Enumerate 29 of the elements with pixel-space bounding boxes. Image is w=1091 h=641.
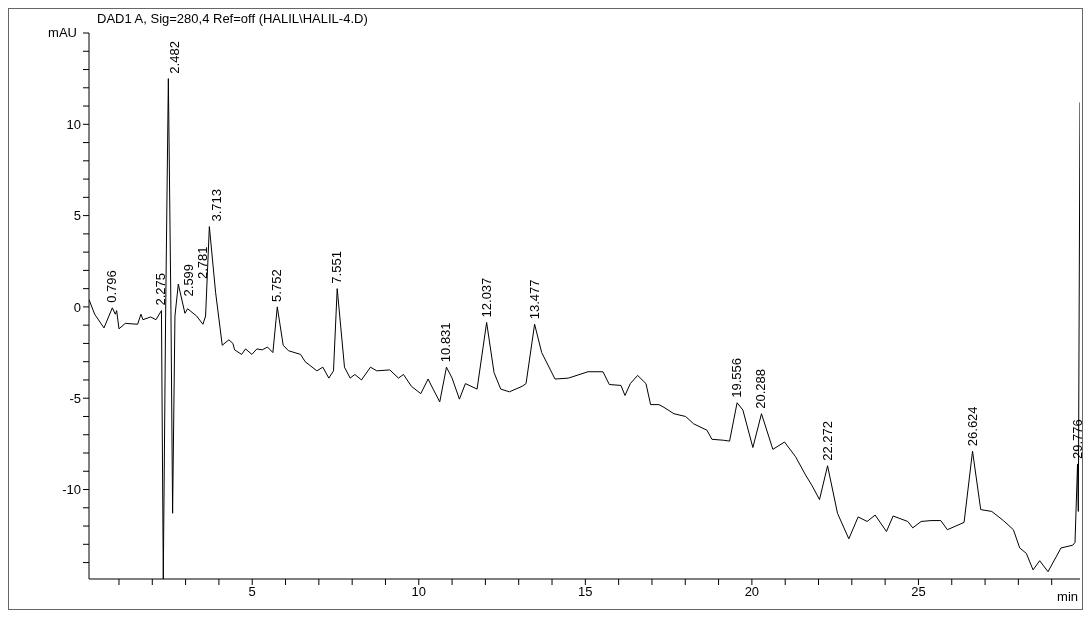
y-axis-title: mAU	[48, 25, 77, 40]
x-tick-label: 25	[911, 584, 926, 600]
annotation: 10.831	[438, 322, 454, 363]
annotation: 29.776	[1069, 419, 1085, 459]
y-tick-label: 5	[73, 208, 81, 224]
y-tick-label: -10	[62, 482, 81, 498]
annotation: 7.551	[329, 251, 345, 284]
annotation: 2.482	[167, 41, 183, 74]
annotation: 2.781	[195, 246, 211, 280]
annotation: 2.275	[153, 273, 169, 306]
annotation: 19.556	[729, 358, 745, 398]
annotation: 5.752	[269, 269, 285, 302]
annotation: 22.272	[819, 421, 835, 461]
y-tick-label: -5	[69, 390, 81, 406]
x-tick-label: 20	[744, 584, 760, 600]
x-axis-title: min	[1057, 589, 1078, 604]
x-tick-label: 15	[578, 584, 593, 600]
annotation: 26.624	[964, 406, 980, 447]
annotation: 13.477	[526, 279, 542, 320]
x-tick-label: 10	[411, 584, 427, 600]
annotation: 12.037	[478, 277, 494, 318]
y-tick-label: 10	[66, 116, 81, 132]
annotation: 2.599	[181, 263, 197, 297]
annotation: 20.288	[753, 368, 769, 409]
x-tick-label: 5	[248, 584, 256, 600]
annotation: 3.713	[209, 189, 225, 222]
chart-title: DAD1 A, Sig=280,4 Ref=off (HALIL\HALIL-4.D)	[97, 11, 368, 26]
annotation: 0.796	[104, 270, 120, 303]
y-tick-label: 0	[73, 299, 81, 315]
